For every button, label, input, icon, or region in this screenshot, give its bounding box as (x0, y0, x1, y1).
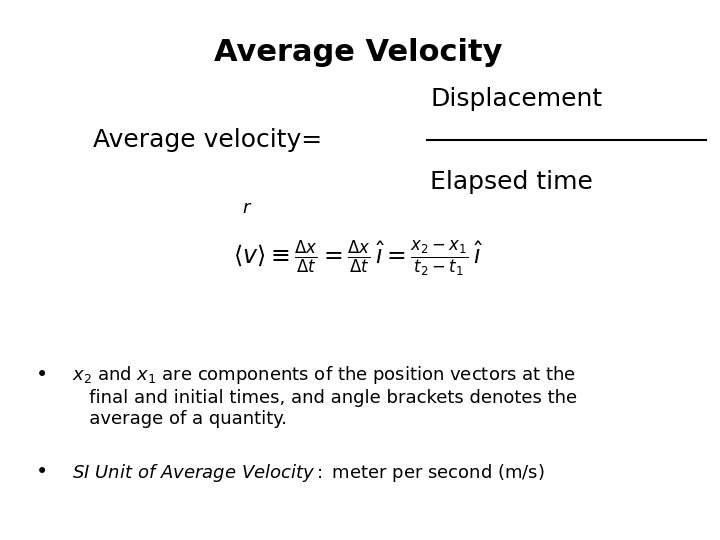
Text: $x_2$ and $x_1$ are components of the position vectors at the
   final and initi: $x_2$ and $x_1$ are components of the po… (72, 364, 577, 428)
Text: $r$: $r$ (242, 199, 253, 217)
Text: $\it{SI\ Unit\ of\ Average\ Velocity:}$ meter per second (m/s): $\it{SI\ Unit\ of\ Average\ Velocity:}$ … (72, 462, 544, 484)
Text: $\langle v \rangle \equiv \frac{\Delta x}{\Delta t} = \frac{\Delta x}{\Delta t}\: $\langle v \rangle \equiv \frac{\Delta x… (233, 239, 484, 279)
Text: Displacement: Displacement (431, 87, 603, 111)
Text: Average velocity=: Average velocity= (93, 129, 323, 152)
Text: Average Velocity: Average Velocity (215, 38, 503, 67)
Text: Elapsed time: Elapsed time (431, 170, 593, 194)
Text: •: • (36, 462, 48, 482)
Text: •: • (36, 364, 48, 384)
